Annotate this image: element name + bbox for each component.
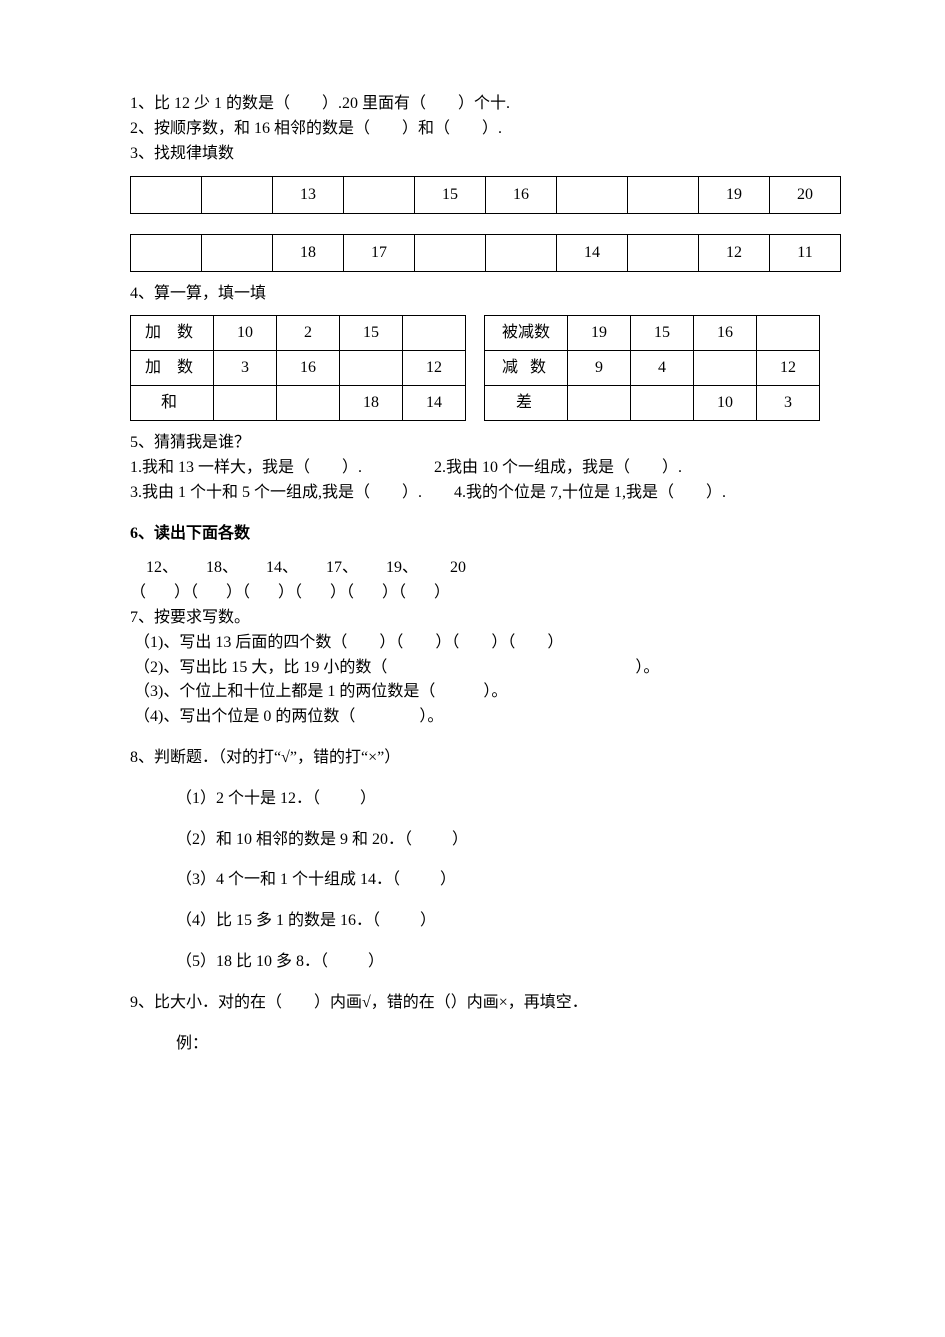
sub-cell: 15 [631,316,694,351]
question-3: 3、找规律填数 [130,142,835,167]
sequence-table-1: 13 15 16 19 20 [130,176,841,214]
add-cell [403,316,466,351]
q9-example: 例： [130,1032,835,1057]
question-6-title: 6、读出下面各数 [130,522,835,547]
q7-3: （3)、个位上和十位上都是 1 的两位数是（ ）。 [130,680,835,705]
q5-gap [362,459,434,476]
q6-parens: （ ）（ ）（ ）（ ）（ ）（ ） [130,581,835,606]
add-header: 加 数 [131,316,214,351]
question-8-title: 8、判断题．（对的打“√”，错的打“×”） [130,746,835,771]
seq2-cell: 11 [770,235,841,272]
add-cell [277,386,340,421]
sub-header: 差 [485,386,568,421]
sub-header: 减 数 [485,351,568,386]
sub-cell: 3 [757,386,820,421]
seq2-cell: 12 [699,235,770,272]
q5-4: 4.我的个位是 7,十位是 1,我是（ ）. [454,484,726,501]
seq1-cell: 19 [699,177,770,214]
seq2-cell [628,235,699,272]
q5-2: 2.我由 10 个一组成，我是（ ）. [434,459,682,476]
seq2-cell [131,235,202,272]
q7-2: （2)、写出比 15 大，比 19 小的数（ ）。 [130,656,835,681]
addition-table: 加 数 10 2 15 加 数 3 16 12 和 18 14 [130,315,466,421]
q5-row1: 1.我和 13 一样大，我是（ ）. 2.我由 10 个一组成，我是（ ）. [130,456,835,481]
q8-5: （5）18 比 10 多 8．（ ） [130,950,835,975]
q7-4: （4)、写出个位是 0 的两位数（ ）。 [130,705,835,730]
seq1-cell [344,177,415,214]
question-1: 1、比 12 少 1 的数是（ ）.20 里面有（ ）个十. [130,92,835,117]
seq1-cell [557,177,628,214]
calc-tables-row: 加 数 10 2 15 加 数 3 16 12 和 18 14 [130,315,835,421]
add-cell: 18 [340,386,403,421]
sub-cell [631,386,694,421]
add-cell: 10 [214,316,277,351]
q5-gap [422,484,454,501]
question-5-title: 5、猜猜我是谁？ [130,431,835,456]
seq2-cell [486,235,557,272]
sub-cell [568,386,631,421]
q8-3: （3）4 个一和 1 个十组成 14．（ ） [130,868,835,893]
sub-cell: 9 [568,351,631,386]
sub-cell: 10 [694,386,757,421]
sequence-table-2: 18 17 14 12 11 [130,234,841,272]
sub-header: 被减数 [485,316,568,351]
add-cell: 2 [277,316,340,351]
question-4: 4、算一算，填一填 [130,282,835,307]
seq1-cell: 13 [273,177,344,214]
sub-cell: 19 [568,316,631,351]
q8-1: （1）2 个十是 12．（ ） [130,787,835,812]
q5-1: 1.我和 13 一样大，我是（ ）. [130,459,362,476]
add-cell: 12 [403,351,466,386]
add-cell [340,351,403,386]
seq1-cell [628,177,699,214]
seq2-cell: 14 [557,235,628,272]
q5-3: 3.我由 1 个十和 5 个一组成,我是（ ）. [130,484,422,501]
q7-1: （1)、写出 13 后面的四个数（ ）（ ）（ ）（ ） [130,631,835,656]
seq1-cell: 16 [486,177,557,214]
seq1-cell [131,177,202,214]
seq1-cell: 20 [770,177,841,214]
seq2-cell: 18 [273,235,344,272]
sub-cell: 12 [757,351,820,386]
add-header: 加 数 [131,351,214,386]
q5-row2: 3.我由 1 个十和 5 个一组成,我是（ ）. 4.我的个位是 7,十位是 1… [130,481,835,506]
sub-cell: 4 [631,351,694,386]
worksheet-page: 1、比 12 少 1 的数是（ ）.20 里面有（ ）个十. 2、按顺序数，和 … [0,0,945,1337]
q8-2: （2）和 10 相邻的数是 9 和 20．（ ） [130,828,835,853]
seq2-cell [415,235,486,272]
sub-cell [694,351,757,386]
add-cell [214,386,277,421]
seq1-cell [202,177,273,214]
seq2-cell: 17 [344,235,415,272]
q6-numbers: 12、 18、 14、 17、 19、 20 [130,556,835,581]
question-2: 2、按顺序数，和 16 相邻的数是（ ）和（ ）. [130,117,835,142]
seq2-cell [202,235,273,272]
add-cell: 15 [340,316,403,351]
add-cell: 3 [214,351,277,386]
add-cell: 14 [403,386,466,421]
question-7-title: 7、按要求写数。 [130,606,835,631]
seq1-cell: 15 [415,177,486,214]
add-header: 和 [131,386,214,421]
add-cell: 16 [277,351,340,386]
q8-4: （4）比 15 多 1 的数是 16．（ ） [130,909,835,934]
sub-cell: 16 [694,316,757,351]
subtraction-table: 被减数 19 15 16 减 数 9 4 12 差 10 3 [484,315,820,421]
question-9-title: 9、比大小．对的在（ ）内画√，错的在（）内画×，再填空． [130,991,835,1016]
sub-cell [757,316,820,351]
